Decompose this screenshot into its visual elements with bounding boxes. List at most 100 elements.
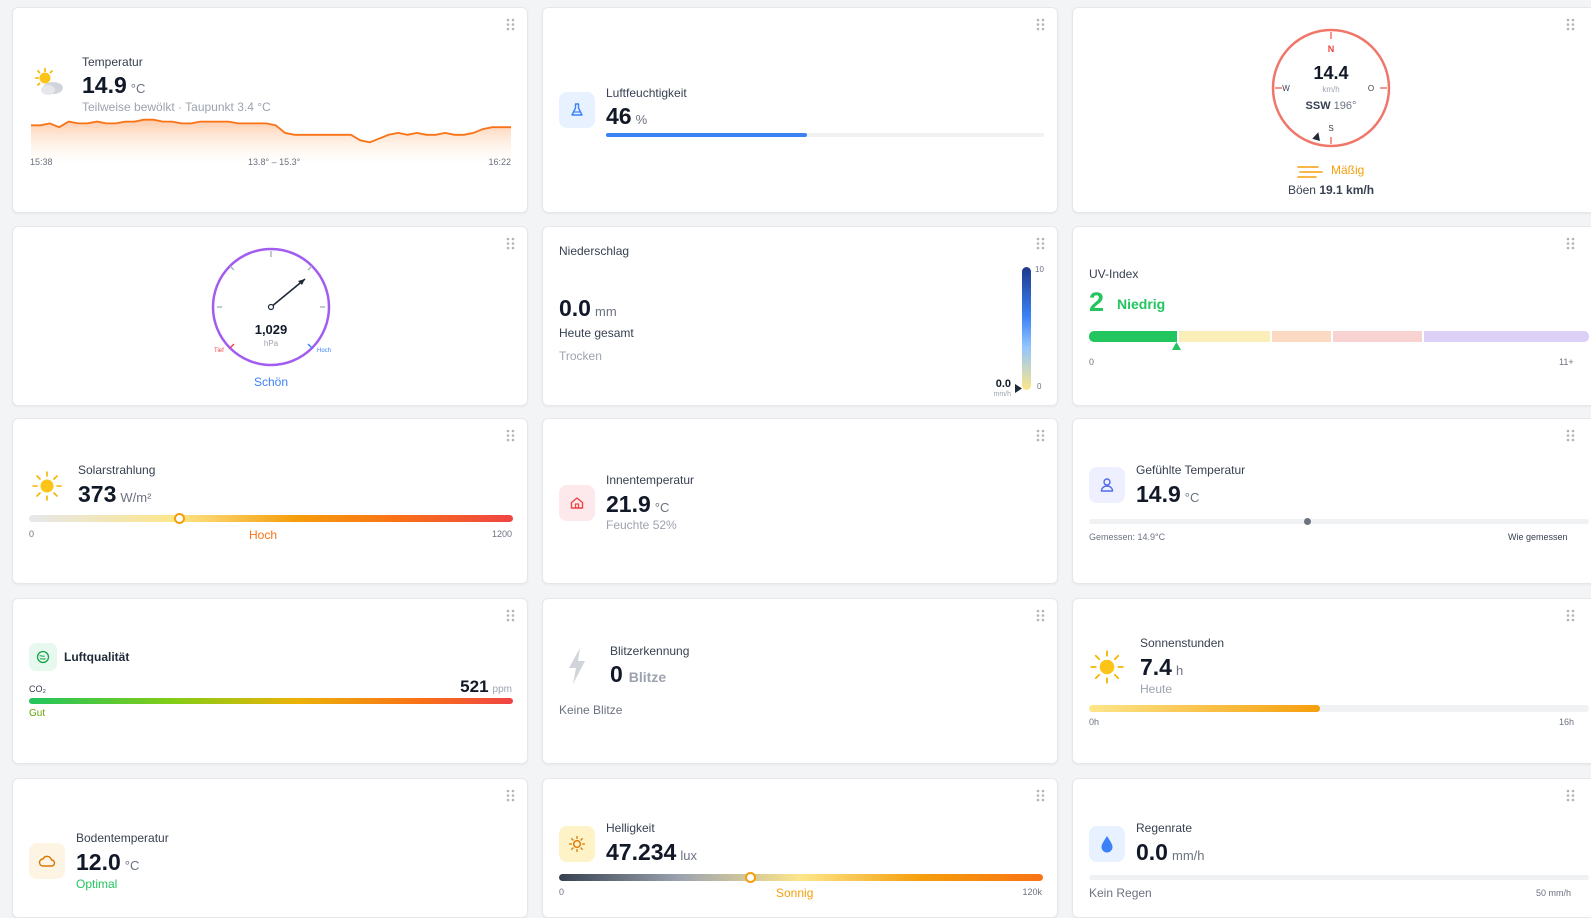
drag-handle-icon[interactable]	[1566, 429, 1575, 442]
solar-min: 0	[29, 529, 35, 539]
temperature-label: Temperatur	[82, 55, 143, 69]
compass-east: O	[1368, 84, 1374, 93]
rainrate-bar	[1089, 875, 1589, 880]
rain-total-label: Heute gesamt	[559, 326, 634, 340]
sun-icon	[1090, 650, 1124, 684]
feels-bar-marker	[1304, 518, 1311, 525]
sunhours-bar-fill	[1089, 705, 1321, 712]
uv-scale	[1089, 331, 1589, 342]
rainrate-label: Regenrate	[1136, 821, 1193, 835]
drag-handle-icon[interactable]	[1036, 789, 1045, 802]
indoor-card: Innentemperatur 21.9 °C Feuchte 52%	[542, 418, 1058, 584]
air-value: 521 ppm	[460, 677, 512, 697]
sunhours-label: Sonnenstunden	[1140, 636, 1225, 650]
feels-value: 14.9 °C	[1136, 481, 1199, 508]
rain-rate-unit: mm/h	[993, 391, 1012, 398]
drag-handle-icon[interactable]	[506, 237, 515, 250]
drag-handle-icon[interactable]	[1036, 18, 1045, 31]
wind-gust-label: Böen	[1287, 183, 1316, 197]
drag-handle-icon[interactable]	[506, 18, 515, 31]
uv-max: 11+	[1559, 357, 1574, 367]
air-level: Gut	[29, 708, 46, 719]
solar-label: Solarstrahlung	[78, 463, 156, 477]
solar-value: 373 W/m²	[78, 481, 151, 508]
feels-bar	[1089, 518, 1589, 525]
soil-number: 12.0	[76, 849, 121, 875]
drag-handle-icon[interactable]	[1566, 609, 1575, 622]
solar-card: Solarstrahlung 373 W/m² 0 Hoch 1200	[12, 418, 528, 584]
brightness-level: Sonnig	[776, 886, 814, 900]
drag-handle-icon[interactable]	[506, 429, 515, 442]
soil-label: Bodentemperatur	[76, 831, 169, 845]
drag-handle-icon[interactable]	[1566, 18, 1575, 31]
drag-handle-icon[interactable]	[1036, 237, 1045, 250]
person-icon	[1100, 478, 1114, 492]
humidity-unit: %	[635, 112, 648, 127]
lightning-number: 0	[610, 661, 623, 687]
sunhours-min: 0h	[1089, 717, 1100, 727]
brightness-bar	[559, 872, 1043, 883]
rain-scale-max: 10	[1035, 265, 1044, 274]
solar-bar-knob	[174, 513, 186, 524]
compass-west: W	[1282, 84, 1290, 93]
rain-rate-pointer-icon	[1015, 384, 1022, 393]
rainrate-max: 50 mm/h	[1536, 888, 1572, 898]
pressure-high-label: Hoch	[317, 348, 332, 354]
indoor-humidity: Feuchte 52%	[606, 518, 677, 532]
indoor-value: 21.9 °C	[606, 491, 669, 518]
lightning-status: Keine Blitze	[559, 703, 623, 717]
sun-icon	[568, 835, 586, 853]
wind-card: N S W O 14.4 km/h SSW 196° Mäßig Böen 19…	[1072, 7, 1591, 213]
pressure-low-label: Tief	[214, 348, 224, 354]
air-label: Luftqualität	[64, 650, 130, 664]
drag-handle-icon[interactable]	[1036, 429, 1045, 442]
indoor-label: Innentemperatur	[606, 473, 695, 487]
soil-value: 12.0 °C	[76, 849, 139, 876]
drag-handle-icon[interactable]	[506, 789, 515, 802]
wind-lines-icon	[1297, 166, 1323, 178]
humidity-label: Luftfeuchtigkeit	[606, 86, 687, 100]
drag-handle-icon[interactable]	[1566, 237, 1575, 250]
uv-marker-icon	[1172, 342, 1181, 350]
lightning-unit: Blitze	[628, 669, 667, 685]
indoor-icon-box	[559, 485, 595, 521]
feels-measured: Gemessen: 14.9°C	[1089, 532, 1166, 542]
temperature-sparkline	[31, 118, 511, 162]
temperature-condition: Teilweise bewölkt · Taupunkt 3.4 °C	[82, 100, 271, 114]
uv-segment-low	[1089, 331, 1177, 342]
rainrate-value: 0.0 mm/h	[1136, 839, 1204, 866]
compass-south: S	[1328, 124, 1333, 133]
indoor-number: 21.9	[606, 491, 651, 517]
rainrate-unit: mm/h	[1171, 848, 1205, 863]
temperature-number: 14.9	[82, 72, 127, 98]
drag-handle-icon[interactable]	[506, 609, 515, 622]
pressure-needle	[270, 278, 306, 308]
humidity-value: 46%	[606, 103, 647, 130]
rain-rate-scale	[1022, 267, 1031, 390]
humidity-number: 46	[606, 103, 632, 129]
soil-unit: °C	[124, 858, 140, 873]
humidity-bar-fill	[606, 133, 808, 137]
solar-unit: W/m²	[120, 490, 152, 505]
rain-status: Trocken	[559, 349, 602, 363]
brightness-card: Helligkeit 47.234 lux 0 Sonnig 120k	[542, 778, 1058, 918]
rain-rate-value: 0.0	[995, 378, 1011, 390]
soil-status: Optimal	[76, 877, 118, 891]
sunhours-number: 7.4	[1140, 654, 1172, 680]
sparkline-end-time: 16:22	[488, 157, 511, 167]
brightness-label: Helligkeit	[606, 821, 655, 835]
soil-icon-box	[29, 843, 65, 879]
drop-icon	[1101, 836, 1113, 853]
brightness-number: 47.234	[606, 839, 677, 865]
rainrate-card: Regenrate 0.0 mm/h Kein Regen 50 mm/h	[1072, 778, 1591, 918]
drag-handle-icon[interactable]	[1036, 609, 1045, 622]
sunhours-card: Sonnenstunden 7.4 h Heute 0h 16h	[1072, 598, 1591, 764]
compass-north: N	[1328, 44, 1335, 54]
rain-unit: mm	[594, 304, 617, 319]
sunhours-max: 16h	[1559, 717, 1575, 727]
air-card: Luftqualität CO₂ 521 ppm Gut	[12, 598, 528, 764]
wind-gust-value: 19.1 km/h	[1319, 183, 1375, 197]
temperature-card: Temperatur 14.9 °C Teilweise bewölkt · Ta…	[12, 7, 528, 213]
uv-segment-very-high	[1333, 331, 1422, 342]
drag-handle-icon[interactable]	[1566, 789, 1575, 802]
